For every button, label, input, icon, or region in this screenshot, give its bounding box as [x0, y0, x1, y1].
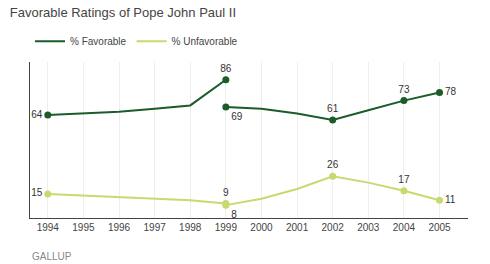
- svg-text:% Unfavorable: % Unfavorable: [172, 36, 238, 47]
- svg-text:% Favorable: % Favorable: [70, 36, 127, 47]
- svg-text:2000: 2000: [250, 222, 273, 233]
- svg-text:2003: 2003: [357, 222, 380, 233]
- svg-text:1998: 1998: [179, 222, 202, 233]
- svg-text:2004: 2004: [393, 222, 416, 233]
- svg-text:GALLUP: GALLUP: [32, 251, 72, 262]
- svg-text:1994: 1994: [37, 222, 60, 233]
- svg-text:2005: 2005: [428, 222, 451, 233]
- svg-text:2002: 2002: [322, 222, 345, 233]
- svg-text:69: 69: [231, 111, 243, 122]
- svg-text:64: 64: [31, 109, 43, 120]
- svg-text:1999: 1999: [215, 222, 238, 233]
- svg-text:11: 11: [445, 194, 456, 205]
- svg-text:2001: 2001: [286, 222, 309, 233]
- svg-text:1997: 1997: [144, 222, 167, 233]
- svg-text:78: 78: [445, 86, 457, 97]
- svg-text:73: 73: [398, 84, 410, 95]
- svg-text:86: 86: [220, 63, 232, 74]
- svg-text:1995: 1995: [72, 222, 95, 233]
- svg-text:26: 26: [327, 159, 339, 170]
- svg-text:61: 61: [327, 103, 339, 114]
- svg-text:1996: 1996: [108, 222, 131, 233]
- svg-text:8: 8: [231, 209, 237, 220]
- svg-text:Favorable Ratings of Pope John: Favorable Ratings of Pope John Paul II: [10, 5, 236, 20]
- svg-text:9: 9: [223, 187, 229, 198]
- svg-text:17: 17: [398, 174, 410, 185]
- svg-text:15: 15: [31, 187, 43, 198]
